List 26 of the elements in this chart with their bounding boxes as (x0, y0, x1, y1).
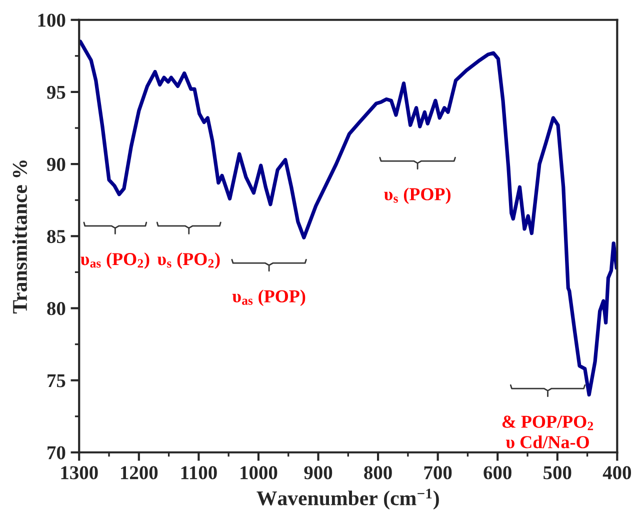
y-tick-label: 100 (38, 14, 66, 27)
x-tick-label: 1300 (61, 466, 98, 480)
x-axis-title: Wavenumber (cm$^{−1}$) (256, 488, 439, 510)
x-tick-label: 1000 (240, 466, 278, 480)
x-tick-label: 1200 (121, 466, 158, 480)
y-axis-title: Transmittance % (12, 160, 28, 314)
x-tick-label: 400 (602, 466, 632, 480)
x-tick-label: 900 (304, 466, 332, 480)
x-tick-label: 700 (424, 466, 452, 480)
x-tick-label: 600 (484, 466, 512, 480)
annotation: υ Cd/Na-O (506, 436, 589, 448)
annotation: υ$_{as}$ (POP) (232, 290, 306, 306)
annotation: υ$_{s}$ (POP) (384, 188, 450, 204)
annotation: υ$_{s}$ (PO$_{2}$) (157, 252, 220, 269)
x-tick-label: 1100 (181, 466, 217, 480)
line-series (79, 40, 618, 397)
x-tick-label: 500 (544, 466, 572, 480)
annotation: & POP/PO$_{2}$ (502, 416, 594, 430)
y-tick-label: 90 (47, 158, 66, 171)
annotation: υ$_{as}$ (PO$_{2}$) (80, 252, 150, 269)
y-tick-label: 80 (47, 302, 66, 316)
y-tick-label: 95 (47, 86, 66, 99)
y-tick-label: 75 (48, 374, 66, 388)
y-tick-label: 85 (47, 230, 66, 244)
y-tick-label: 70 (48, 446, 66, 460)
x-tick-label: 800 (364, 466, 392, 480)
